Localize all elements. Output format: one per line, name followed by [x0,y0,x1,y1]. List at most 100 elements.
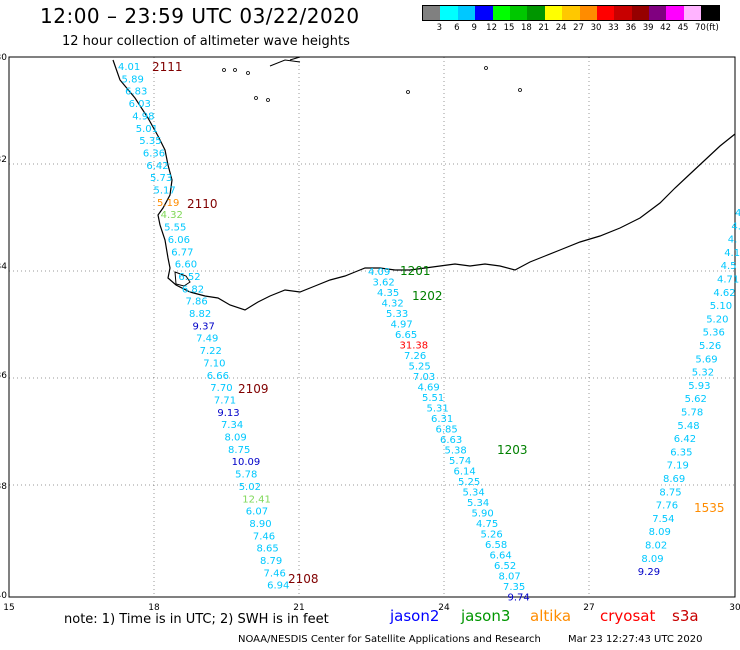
track2-value: 6.52 [494,561,516,572]
track3-value: 7.19 [667,461,689,472]
track1-value: 4.32 [161,210,183,221]
track1-value: 6.36 [143,148,165,159]
track3-value: 5.69 [695,354,717,365]
track2-value: 5.31 [427,404,449,415]
sat-s3a: s3a [672,607,699,625]
track3-value: 5.10 [710,301,732,312]
track1-value: 8.65 [256,544,278,555]
track2-value: 4.32 [382,299,404,310]
track2-value: 6.64 [490,551,512,562]
track2-value: 6.63 [440,435,462,446]
track1-value: 5.19 [157,198,179,209]
track2-value: 9.74 [508,593,530,604]
track1-value: 6.77 [171,247,193,258]
lake-outline [254,96,258,100]
legend-swatch [631,6,650,20]
track1-value: 6.94 [267,581,289,592]
track1-value: 8.09 [225,433,247,444]
legend-swatch [544,6,563,20]
track2-value: 6.14 [454,467,476,478]
legend-swatch [509,6,528,20]
track3-value: 4. [728,235,738,246]
legend-swatch [666,6,684,20]
track1-value: 5.78 [235,470,257,481]
track2-value: 31.38 [400,341,429,352]
legend-swatch [701,6,719,20]
track3-value: 4. [731,221,740,232]
track2-value: 4.97 [391,320,413,331]
track1-value: 7.46 [253,531,275,542]
track3-value: 5.20 [706,314,728,325]
track2-value: 5.25 [458,477,480,488]
track1-value: 5.55 [164,223,186,234]
track3-value: 5.26 [699,341,721,352]
track3-value: 5.93 [688,381,710,392]
coastline [112,59,736,311]
map-title: 12:00 – 23:59 UTC 03/22/2020 [40,4,360,28]
color-legend-bar [422,5,720,21]
track2-value: 5.34 [467,498,489,509]
legend-swatch [649,6,667,20]
track2-value: 4.09 [368,267,390,278]
footer-credit: NOAA/NESDIS Center for Satellite Applica… [238,634,541,645]
lake-outline [222,68,226,72]
track1-value: 8.79 [260,556,282,567]
lake-outline [518,88,522,92]
legend-label: 30 [590,23,602,33]
legend-label: 42 [660,23,672,33]
track1-value: 8.90 [249,519,271,530]
track1-value: 4.98 [132,111,154,122]
track2-value: 5.34 [463,488,485,499]
legend-label: 21 [538,23,550,33]
track1-value: 5.35 [139,136,161,147]
track2-value: 7.35 [503,582,525,593]
track1-value: 7.22 [200,346,222,357]
track1-value: 7.49 [196,334,218,345]
lat-label: -36 [0,371,7,381]
pass-label-2111: 2111 [152,60,183,74]
sat-cryosat: cryosat [600,607,656,625]
track3-value: 7.76 [656,501,678,512]
track3-value: 9.29 [638,567,660,578]
track1-value: 6.83 [125,87,147,98]
track1-value: 5.89 [122,74,144,85]
track1-value: 6.52 [178,272,200,283]
map-subtitle: 12 hour collection of altimeter wave hei… [62,34,350,49]
track1-value: 6.42 [146,161,168,172]
lake-outline [484,66,488,70]
track2-value: 5.74 [449,456,471,467]
lat-label: -32 [0,155,7,165]
lat-label: -34 [0,262,7,272]
legend-swatch [562,6,580,20]
river-outline [269,56,301,67]
legend-label: 70 [694,23,706,33]
sat-jason3: jason3 [461,607,511,625]
track1-value: 9.37 [193,321,215,332]
legend-label: 12 [486,23,498,33]
legend-label: 39 [642,23,654,33]
track3-value: 8.02 [645,541,667,552]
track1-value: 6.06 [168,235,190,246]
track2-value: 6.65 [395,330,417,341]
track3-value: 5.32 [692,368,714,379]
footer-timestamp: Mar 23 12:27:43 UTC 2020 [568,634,703,645]
lon-label: 21 [293,603,304,613]
track3-value: 5.78 [681,408,703,419]
track1-value: 6.66 [207,371,229,382]
track2-value: 4.75 [476,519,498,530]
legend-swatch [614,6,632,20]
legend-swatch [596,6,615,20]
track2-value: 6.85 [436,425,458,436]
track3-value: 4.62 [713,288,735,299]
track2-value: 7.26 [404,351,426,362]
track1-value: 9.13 [217,408,239,419]
track1-value: 6.60 [175,260,197,271]
legend-swatch [457,6,476,20]
legend-label: 33 [607,23,619,33]
pass-label-2108: 2108 [288,572,319,586]
track3-value: 6.42 [674,434,696,445]
track1-value: 7.10 [203,358,225,369]
pass-label-1203: 1203 [497,443,528,457]
track3-value: 8.09 [649,527,671,538]
track2-value: 5.26 [481,530,503,541]
